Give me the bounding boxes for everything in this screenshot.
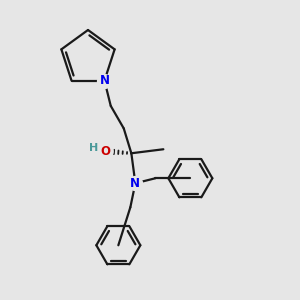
- Text: H: H: [89, 143, 98, 153]
- Text: N: N: [130, 177, 140, 190]
- Text: N: N: [100, 74, 110, 87]
- Text: O: O: [100, 145, 110, 158]
